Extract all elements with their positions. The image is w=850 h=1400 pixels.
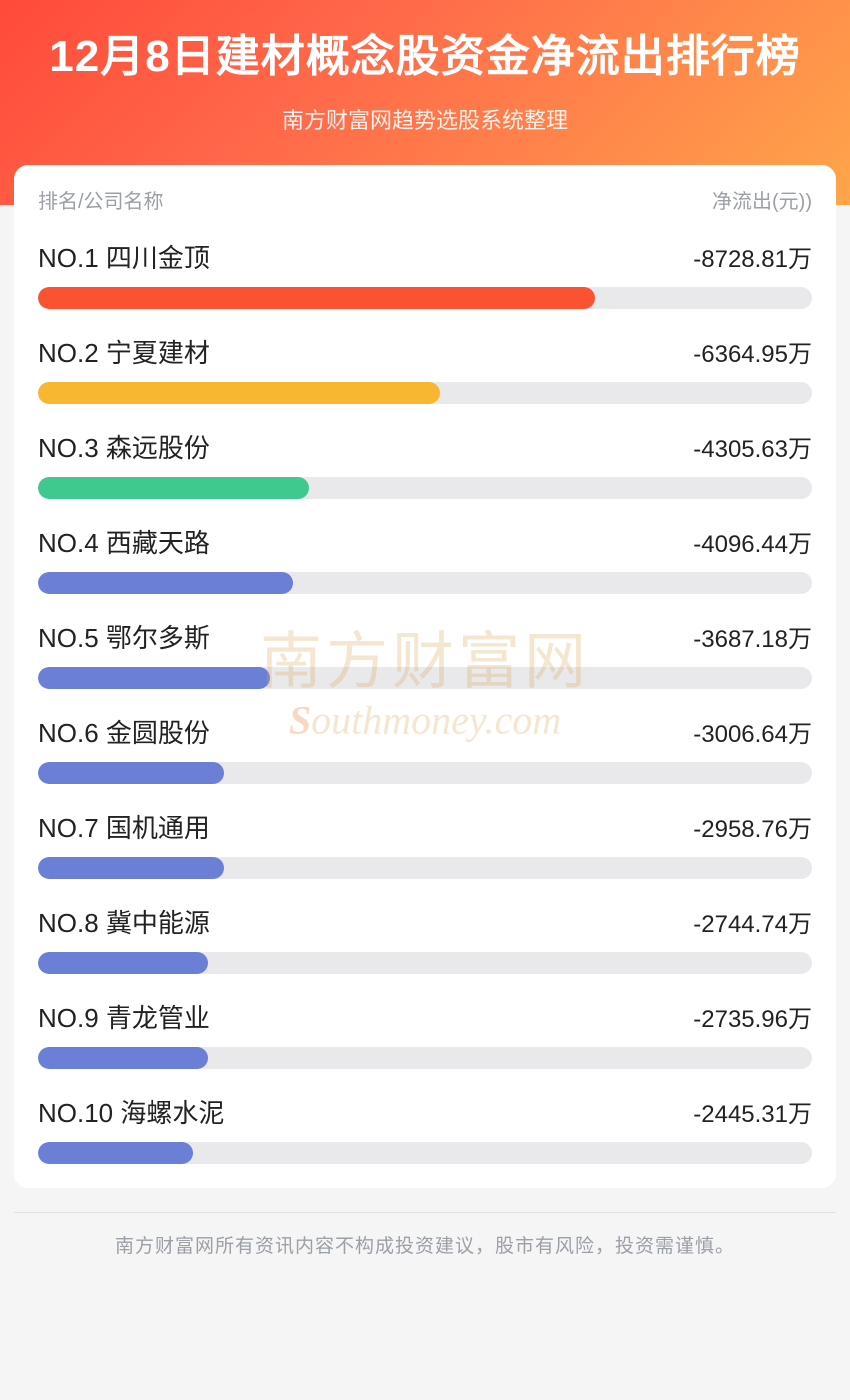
outflow-value: -3006.64万 bbox=[693, 714, 812, 749]
row-top: NO.10 海螺水泥 -2445.31万 bbox=[38, 1093, 812, 1130]
outflow-value: -4305.63万 bbox=[693, 429, 812, 464]
outflow-value: -8728.81万 bbox=[693, 239, 812, 274]
row-top: NO.4 西藏天路 -4096.44万 bbox=[38, 523, 812, 560]
col-value: 净流出(元)) bbox=[712, 185, 812, 214]
outflow-value: -2735.96万 bbox=[693, 999, 812, 1034]
rank-name: NO.7 国机通用 bbox=[38, 808, 210, 845]
row-top: NO.1 四川金顶 -8728.81万 bbox=[38, 238, 812, 275]
bar-fill bbox=[38, 952, 208, 974]
bar-fill bbox=[38, 667, 270, 689]
bar-track bbox=[38, 952, 812, 974]
table-row: NO.8 冀中能源 -2744.74万 bbox=[38, 893, 812, 988]
table-row: NO.7 国机通用 -2958.76万 bbox=[38, 798, 812, 893]
bar-track bbox=[38, 382, 812, 404]
rank-name: NO.6 金圆股份 bbox=[38, 713, 210, 750]
bar-fill bbox=[38, 477, 309, 499]
table-row: NO.4 西藏天路 -4096.44万 bbox=[38, 513, 812, 608]
bar-track bbox=[38, 667, 812, 689]
outflow-value: -4096.44万 bbox=[693, 524, 812, 559]
bar-fill bbox=[38, 857, 224, 879]
rank-name: NO.5 鄂尔多斯 bbox=[38, 618, 210, 655]
rows-container: NO.1 四川金顶 -8728.81万 NO.2 宁夏建材 -6364.95万 NO.3… bbox=[38, 228, 812, 1178]
table-row: NO.3 森远股份 -4305.63万 bbox=[38, 418, 812, 513]
table-row: NO.10 海螺水泥 -2445.31万 bbox=[38, 1083, 812, 1178]
bar-fill bbox=[38, 287, 595, 309]
table-row: NO.5 鄂尔多斯 -3687.18万 bbox=[38, 608, 812, 703]
ranking-card: 排名/公司名称 净流出(元)) NO.1 四川金顶 -8728.81万 NO.2 宁… bbox=[14, 165, 836, 1188]
rank-name: NO.9 青龙管业 bbox=[38, 998, 210, 1035]
rank-name: NO.2 宁夏建材 bbox=[38, 333, 210, 370]
bar-track bbox=[38, 477, 812, 499]
col-rank-name: 排名/公司名称 bbox=[38, 185, 164, 214]
bar-fill bbox=[38, 382, 440, 404]
rank-name: NO.4 西藏天路 bbox=[38, 523, 210, 560]
outflow-value: -2744.74万 bbox=[693, 904, 812, 939]
row-top: NO.8 冀中能源 -2744.74万 bbox=[38, 903, 812, 940]
table-row: NO.2 宁夏建材 -6364.95万 bbox=[38, 323, 812, 418]
bar-fill bbox=[38, 762, 224, 784]
table-row: NO.1 四川金顶 -8728.81万 bbox=[38, 228, 812, 323]
outflow-value: -3687.18万 bbox=[693, 619, 812, 654]
footer-disclaimer: 南方财富网所有资讯内容不构成投资建议，股市有风险，投资需谨慎。 bbox=[14, 1212, 836, 1258]
row-top: NO.5 鄂尔多斯 -3687.18万 bbox=[38, 618, 812, 655]
row-top: NO.6 金圆股份 -3006.64万 bbox=[38, 713, 812, 750]
row-top: NO.7 国机通用 -2958.76万 bbox=[38, 808, 812, 845]
table-row: NO.9 青龙管业 -2735.96万 bbox=[38, 988, 812, 1083]
rank-name: NO.3 森远股份 bbox=[38, 428, 210, 465]
outflow-value: -6364.95万 bbox=[693, 334, 812, 369]
rank-name: NO.8 冀中能源 bbox=[38, 903, 210, 940]
rank-name: NO.1 四川金顶 bbox=[38, 238, 210, 275]
bar-fill bbox=[38, 1142, 193, 1164]
page-subtitle: 南方财富网趋势选股系统整理 bbox=[20, 103, 830, 135]
bar-fill bbox=[38, 572, 293, 594]
bar-track bbox=[38, 857, 812, 879]
row-top: NO.9 青龙管业 -2735.96万 bbox=[38, 998, 812, 1035]
row-top: NO.2 宁夏建材 -6364.95万 bbox=[38, 333, 812, 370]
outflow-value: -2958.76万 bbox=[693, 809, 812, 844]
bar-track bbox=[38, 1047, 812, 1069]
table-row: NO.6 金圆股份 -3006.64万 bbox=[38, 703, 812, 798]
rank-name: NO.10 海螺水泥 bbox=[38, 1093, 224, 1130]
bar-track bbox=[38, 762, 812, 784]
bar-track bbox=[38, 287, 812, 309]
bar-track bbox=[38, 1142, 812, 1164]
column-headers: 排名/公司名称 净流出(元)) bbox=[38, 185, 812, 228]
outflow-value: -2445.31万 bbox=[693, 1094, 812, 1129]
row-top: NO.3 森远股份 -4305.63万 bbox=[38, 428, 812, 465]
bar-fill bbox=[38, 1047, 208, 1069]
bar-track bbox=[38, 572, 812, 594]
page-title: 12月8日建材概念股资金净流出排行榜 bbox=[20, 28, 830, 85]
